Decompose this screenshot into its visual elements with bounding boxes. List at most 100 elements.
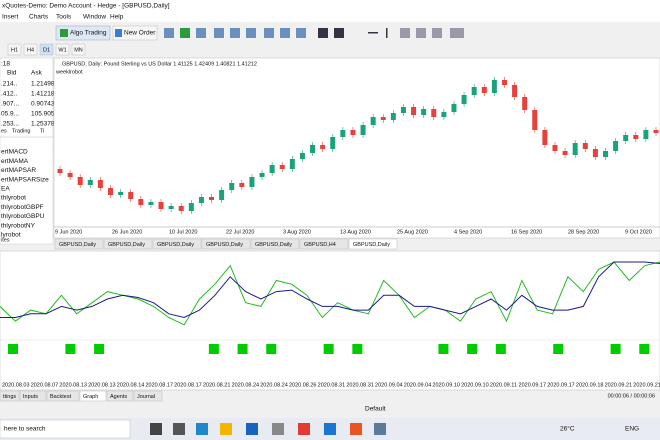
tester-tab[interactable]: [106, 390, 134, 402]
window-title: xQuotes-Demo: Demo Account - Hedge - [GB…: [2, 3, 170, 10]
menu-item[interactable]: Window: [83, 14, 106, 21]
weather: 26°C: [560, 425, 575, 433]
candle-body: [299, 153, 305, 159]
chart-tab[interactable]: [152, 238, 202, 250]
graph-date: 2020.08.03: [2, 382, 30, 388]
signal-bar: [610, 344, 621, 354]
chart-tab[interactable]: [348, 238, 398, 250]
menu-item[interactable]: Charts: [29, 14, 49, 21]
candle-body: [471, 87, 477, 95]
graph-date: 2020.08.24: [260, 382, 288, 388]
timeframe-label: W1: [58, 47, 66, 53]
tester-tab[interactable]: [133, 390, 163, 402]
timeframe-button[interactable]: [23, 43, 38, 56]
candle-body: [178, 206, 184, 211]
chart-tab[interactable]: [103, 238, 153, 250]
algo-label: Algo Trading: [70, 30, 107, 37]
navigator-item[interactable]: ertMAPSAR: [1, 167, 36, 174]
timeframe-button[interactable]: [55, 43, 70, 56]
time-label: 16 Sep 2020: [511, 229, 542, 235]
navigator-item[interactable]: ertMAMA: [1, 158, 29, 165]
graph-date: 2020.09.18: [576, 382, 604, 388]
bid-header: Bid: [7, 70, 17, 77]
signal-bar: [237, 344, 248, 354]
chart-tab[interactable]: [201, 238, 251, 250]
tester-tab[interactable]: [0, 390, 20, 402]
navigator-item[interactable]: lyrobot: [1, 232, 21, 239]
candle-body: [188, 203, 194, 211]
market-tab[interactable]: es: [1, 128, 7, 134]
market-tab[interactable]: Ti: [40, 128, 44, 134]
candle-body: [643, 130, 649, 139]
navigator-item[interactable]: EA: [1, 186, 10, 193]
navigator-item[interactable]: thlyrobot: [1, 195, 26, 202]
graph-date: 2020.09.10: [461, 382, 489, 388]
navigator-item[interactable]: ertMACD: [1, 149, 28, 156]
timeframe-label: MN: [74, 47, 83, 53]
candle-body: [582, 143, 588, 149]
menu-item[interactable]: Insert: [2, 14, 18, 21]
candle-body: [542, 130, 548, 145]
toolbar-icons: [164, 28, 464, 38]
candle-body: [350, 130, 356, 135]
candle-body: [67, 173, 73, 177]
bid-price: 05.9...: [1, 111, 19, 118]
signal-bar: [8, 344, 18, 354]
tester-tab[interactable]: [79, 390, 107, 402]
signal-bar: [438, 344, 449, 354]
candle-body: [400, 107, 406, 113]
candle-body: [370, 117, 376, 125]
graph-date: 2020.08.13: [88, 382, 116, 388]
candle-body: [602, 151, 608, 157]
title-bar: [0, 0, 660, 12]
bid-price: .907...: [1, 101, 19, 108]
search-box[interactable]: [0, 419, 131, 439]
graph-date: 2020.09.04: [404, 382, 432, 388]
timeframe-button[interactable]: [7, 43, 22, 56]
chart-tab[interactable]: [299, 238, 349, 250]
chart-tab[interactable]: [54, 238, 104, 250]
status-profile: Default: [365, 406, 386, 413]
timeframe-label: D1: [43, 47, 50, 53]
timeframe-button[interactable]: [39, 43, 54, 56]
status-bar: [0, 402, 660, 414]
navigator-item[interactable]: thlyrobotGBPF: [1, 204, 44, 211]
time-label: 9 Oct 2020: [625, 229, 652, 235]
graph-date: 2020.09.21: [605, 382, 633, 388]
chart-tab-label: GBPUSD,Daily: [108, 242, 145, 248]
graph-date: 2020.08.24: [232, 382, 260, 388]
candle-body: [229, 183, 235, 190]
menu-item[interactable]: Help: [110, 14, 124, 21]
candle-body: [289, 159, 295, 169]
graph-date: 2020.09.17: [519, 382, 547, 388]
status-timer: 00:00:06 / 00:00:06: [608, 393, 655, 399]
graph-line: [0, 261, 660, 319]
candle-body: [118, 192, 124, 195]
tester-graph-panel: [0, 250, 660, 391]
candle-body: [592, 149, 598, 157]
signal-bar: [553, 344, 564, 354]
menu-item[interactable]: Tools: [56, 14, 72, 21]
menu-bar: [0, 12, 660, 22]
chart-tab[interactable]: [250, 238, 300, 250]
chart-tab-label: GBPUSD,Daily: [59, 242, 96, 248]
navigator-item[interactable]: thlyrobotNY: [1, 222, 36, 229]
algo-button[interactable]: [55, 25, 111, 41]
nav-footer: ites: [1, 237, 10, 243]
navigator-item[interactable]: ertMAPSARSize: [1, 176, 49, 183]
tester-tab[interactable]: [19, 390, 47, 402]
language: ENG: [625, 426, 639, 433]
chart-header: GBPUSD, Daily: Pound Sterling vs US Doll…: [62, 61, 257, 67]
tester-tab[interactable]: [46, 390, 80, 402]
time-label: 28 Sep 2020: [568, 229, 599, 235]
navigator-item[interactable]: thlyrobotGBPU: [1, 213, 45, 220]
candle-body: [148, 202, 154, 205]
signal-bar: [266, 344, 277, 354]
candle-body: [411, 107, 417, 115]
candle-body: [431, 109, 437, 117]
graph-date: 2020.08.26: [289, 382, 317, 388]
timeframe-button[interactable]: [71, 43, 86, 56]
order-button[interactable]: [112, 25, 158, 41]
market-tab[interactable]: Trading: [12, 128, 30, 134]
graph-date: 2020.08.31: [318, 382, 346, 388]
